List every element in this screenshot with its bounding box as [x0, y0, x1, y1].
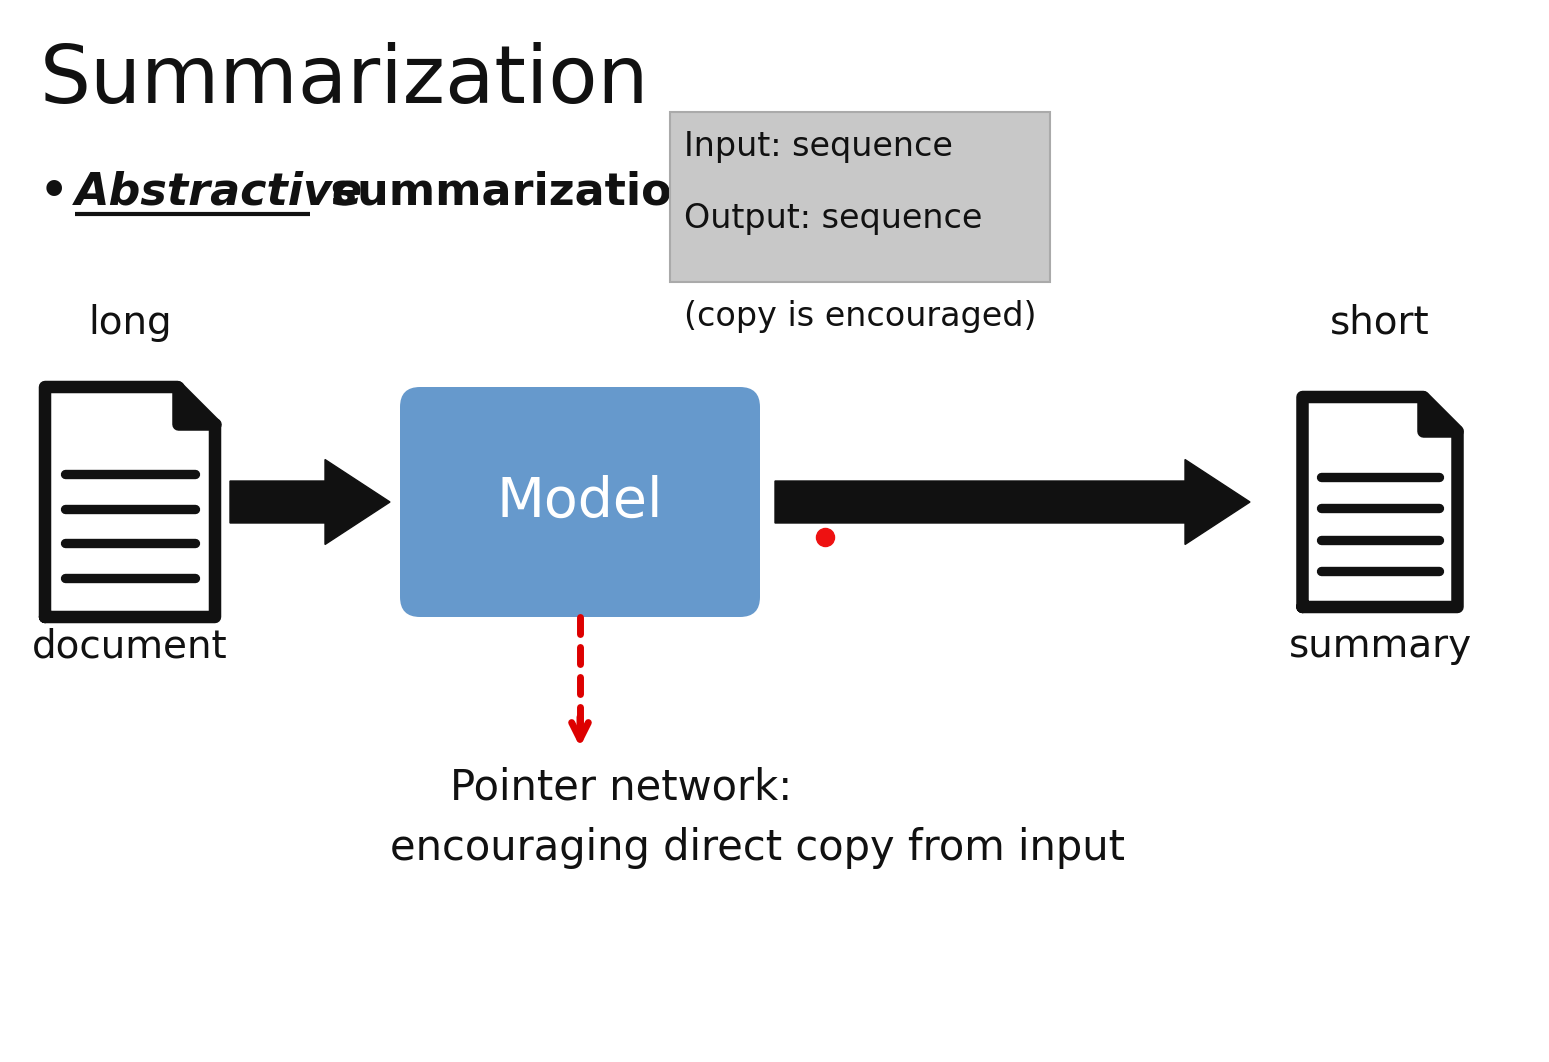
FancyBboxPatch shape — [400, 387, 761, 617]
Text: summarization: summarization — [314, 171, 703, 213]
Text: Summarization: Summarization — [40, 42, 649, 120]
FancyBboxPatch shape — [671, 112, 1050, 282]
Text: short: short — [1331, 304, 1430, 342]
Text: Model: Model — [497, 475, 663, 529]
Text: Output: sequence: Output: sequence — [685, 202, 982, 235]
Text: •: • — [40, 171, 68, 213]
Polygon shape — [1424, 397, 1458, 431]
Text: long: long — [88, 304, 172, 342]
Text: encouraging direct copy from input: encouraging direct copy from input — [390, 827, 1125, 869]
Text: Pointer network:: Pointer network: — [451, 767, 792, 809]
Text: (copy is encouraged): (copy is encouraged) — [683, 299, 1036, 333]
Polygon shape — [774, 460, 1250, 545]
Polygon shape — [229, 460, 390, 545]
Text: summary: summary — [1289, 627, 1472, 665]
Text: Abstractive: Abstractive — [74, 171, 362, 213]
Text: Input: sequence: Input: sequence — [685, 130, 953, 162]
Text: document: document — [33, 627, 228, 665]
Polygon shape — [178, 387, 215, 425]
